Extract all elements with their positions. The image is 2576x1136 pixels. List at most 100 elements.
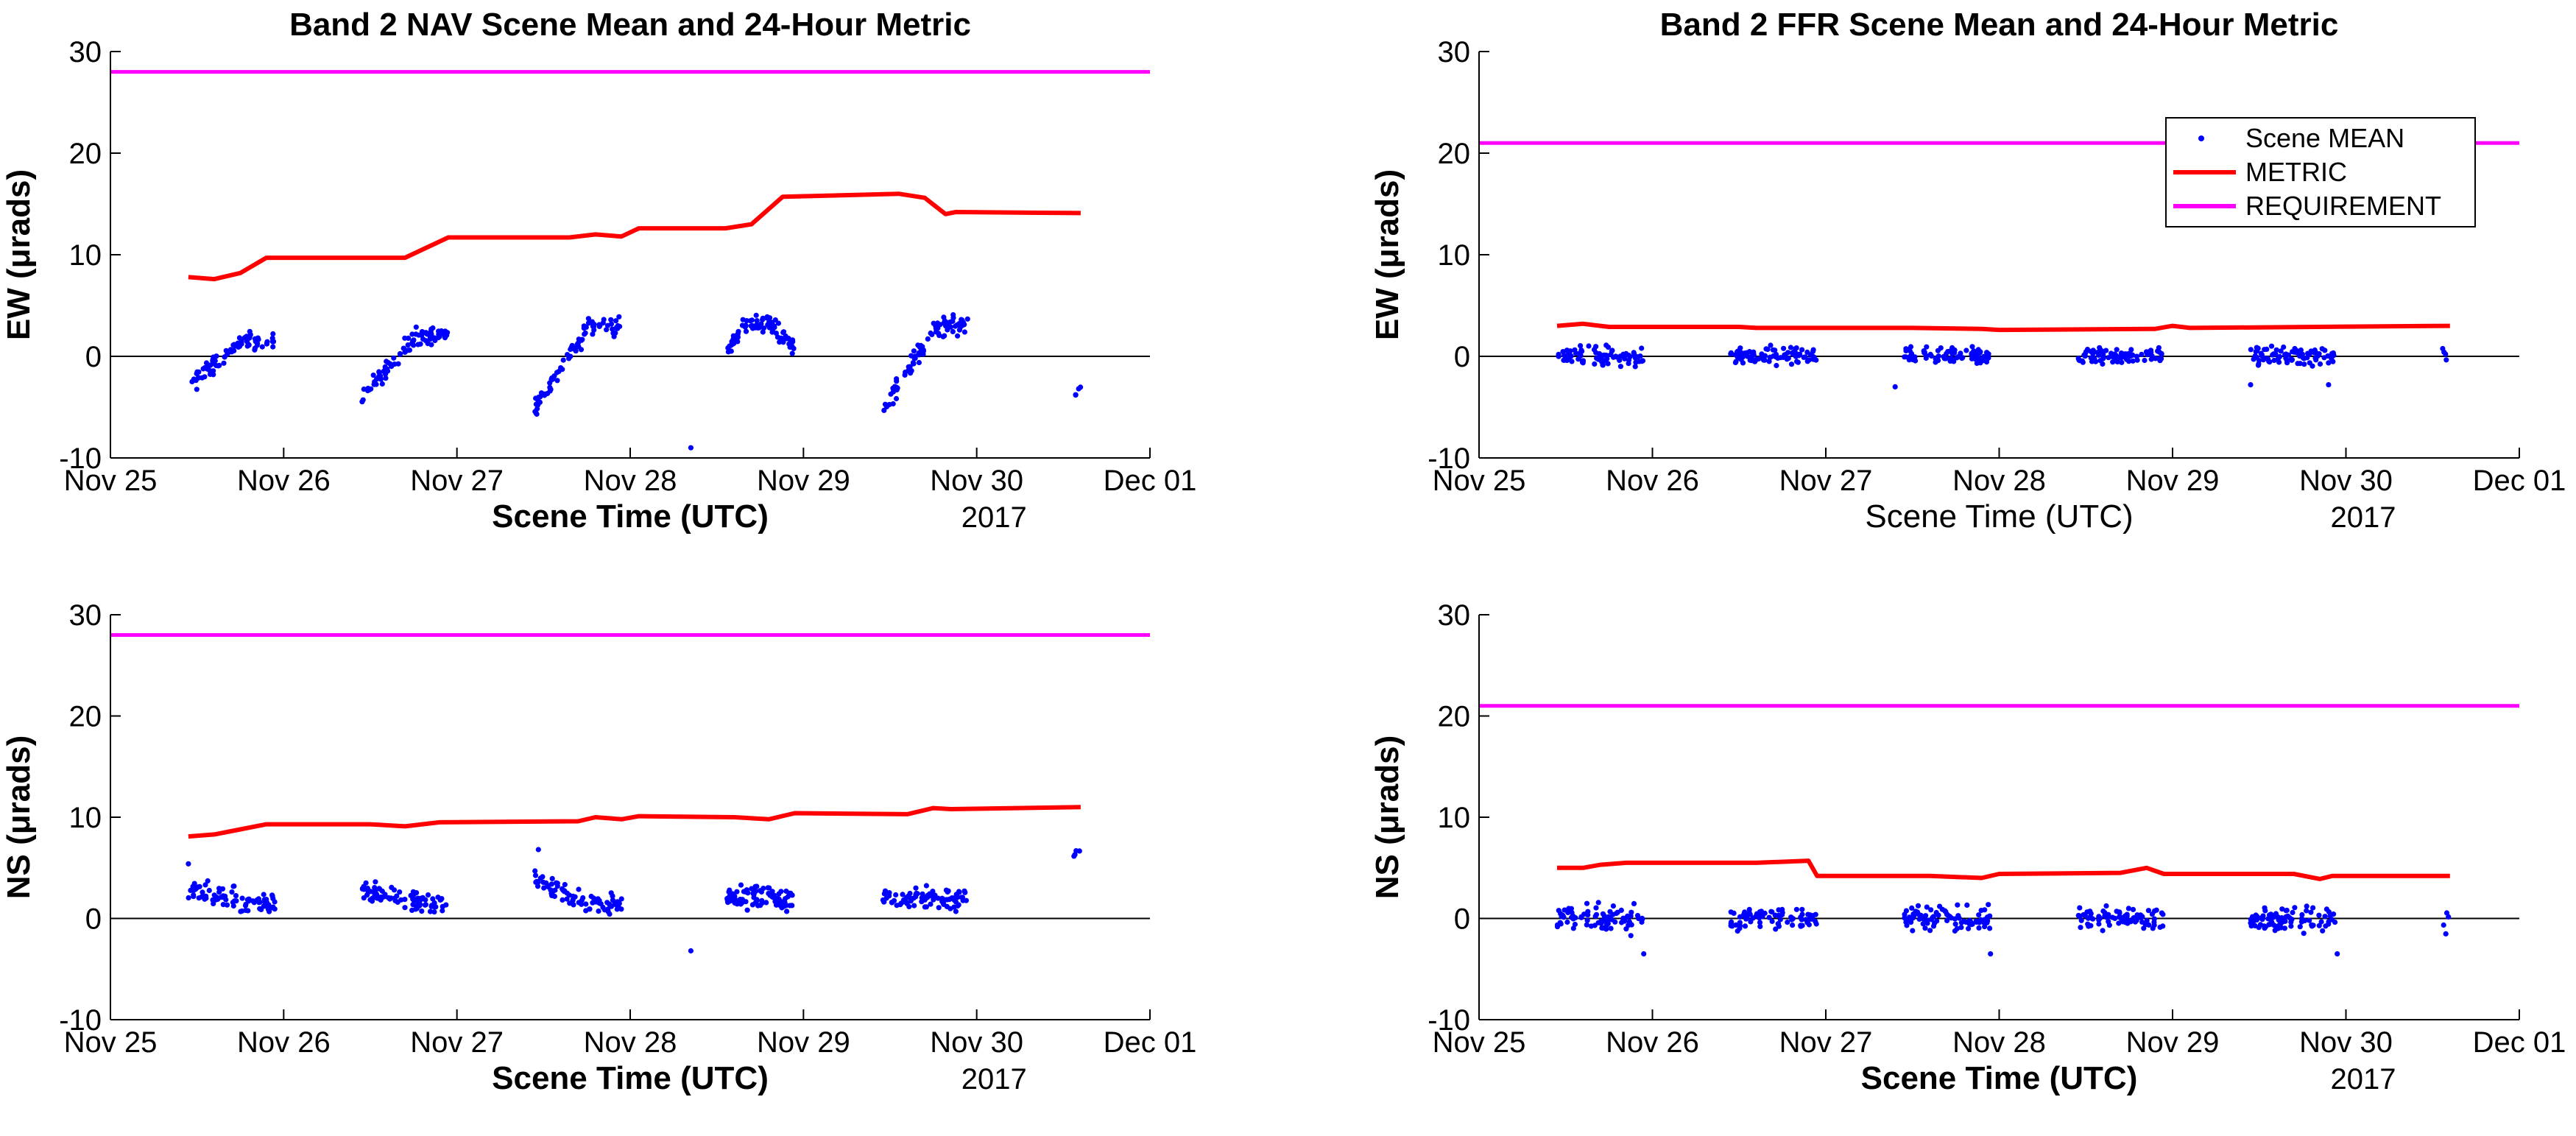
scene-mean-point	[2113, 353, 2119, 359]
scene-mean-point	[1609, 917, 1615, 922]
y-tick-label: 20	[69, 701, 102, 733]
scene-mean-point	[1769, 918, 1775, 925]
scene-mean-point	[1757, 909, 1762, 915]
scene-mean-point	[258, 906, 264, 912]
scene-mean-point	[560, 897, 565, 903]
scene-mean-point	[783, 888, 789, 895]
scene-mean-point	[1785, 350, 1791, 356]
scene-mean-point	[1566, 906, 1572, 911]
scene-mean-point	[953, 893, 959, 899]
x-tick-label: Nov 29	[757, 1026, 850, 1059]
scene-mean-point	[891, 897, 897, 903]
x-tick-label: Nov 28	[1952, 1026, 2046, 1059]
scene-mean-point	[212, 897, 218, 903]
scene-mean-point	[191, 376, 197, 382]
scene-mean-point	[1595, 356, 1601, 362]
scene-mean-point	[1977, 920, 1983, 925]
scene-mean-point	[406, 347, 413, 353]
scene-mean-point	[2316, 922, 2322, 928]
scene-mean-point	[387, 896, 393, 902]
scene-mean-point	[1610, 354, 1617, 360]
x-tick-label: Dec 01	[1104, 465, 1197, 497]
scene-mean-point	[784, 909, 790, 914]
x-tick-label: Nov 26	[1606, 465, 1699, 497]
scene-mean-point	[2326, 909, 2332, 915]
scene-mean-point	[2301, 361, 2307, 367]
scene-mean-point	[1640, 358, 1646, 364]
scene-mean-point	[942, 318, 948, 324]
scene-mean-point	[2144, 349, 2150, 355]
scene-mean-point	[1595, 900, 1601, 906]
scene-mean-point	[1788, 361, 1795, 367]
scene-mean-point	[922, 897, 928, 903]
scene-mean-point	[2159, 910, 2164, 916]
scene-mean-point	[958, 324, 964, 330]
y-tick-label: 10	[1438, 239, 1471, 272]
scene-mean-point	[1584, 922, 1589, 928]
scene-mean-point	[730, 891, 735, 897]
scene-mean-point	[384, 359, 389, 364]
scene-mean-point	[944, 903, 950, 909]
scene-mean-point	[1923, 913, 1929, 919]
scene-mean-point	[587, 906, 593, 912]
scene-mean-point	[2278, 348, 2284, 354]
scene-mean-point	[2317, 361, 2323, 367]
scene-mean-point	[1975, 355, 1981, 361]
scene-mean-point	[534, 411, 540, 417]
scene-mean-point	[2108, 350, 2114, 356]
x-tick-label: Nov 26	[237, 465, 331, 497]
scene-mean-point	[1793, 359, 1800, 364]
scene-mean-point	[202, 374, 208, 380]
scene-mean-point	[1903, 346, 1909, 352]
scene-mean-point	[747, 318, 753, 324]
scene-mean-point	[2100, 928, 2106, 934]
scene-mean-point	[2145, 908, 2151, 914]
scene-mean-point	[2130, 358, 2136, 364]
metric-line	[1556, 321, 2450, 333]
x-tick-label: Nov 30	[930, 465, 1023, 497]
scene-mean-point	[1628, 933, 1634, 939]
scene-mean-series	[1554, 900, 2452, 957]
x-tick-label: Dec 01	[1104, 1026, 1197, 1059]
scene-mean-point	[1631, 351, 1637, 357]
scene-mean-point	[1575, 356, 1581, 362]
scene-mean-point	[964, 316, 970, 322]
scene-mean-point	[2278, 925, 2284, 931]
x-tick-label: Nov 30	[2299, 465, 2393, 497]
scene-mean-point	[892, 384, 897, 389]
scene-mean-point	[1570, 925, 1576, 931]
scene-mean-point	[753, 312, 759, 318]
scene-mean-point	[1591, 347, 1598, 353]
scene-mean-point	[2130, 906, 2136, 912]
scene-mean-point	[907, 895, 913, 900]
scene-mean-point	[942, 333, 948, 339]
scene-mean-point	[775, 320, 781, 326]
scene-mean-point	[1610, 903, 1616, 909]
scene-mean-point	[245, 908, 251, 914]
scene-mean-point	[2310, 905, 2316, 911]
scene-mean-point	[211, 372, 216, 378]
scene-mean-point	[780, 339, 786, 345]
scene-mean-point	[1562, 353, 1568, 359]
scene-mean-point	[576, 336, 582, 342]
scene-mean-point	[2270, 914, 2276, 920]
scene-mean-point	[2088, 911, 2094, 917]
scene-mean-point	[423, 330, 429, 336]
scene-mean-point	[1963, 919, 1969, 925]
scene-mean-point	[1578, 343, 1584, 349]
scene-mean-point	[1768, 342, 1774, 348]
scene-mean-point	[929, 331, 935, 337]
scene-mean-point	[1076, 386, 1081, 392]
scene-mean-point	[1984, 350, 1990, 356]
scene-mean-point	[769, 891, 774, 897]
scene-mean-point	[2295, 361, 2301, 367]
scene-mean-point	[613, 318, 619, 324]
scene-mean-point	[2281, 344, 2287, 350]
y-axis-label: NS (μrads)	[1, 735, 37, 900]
scene-mean-point	[205, 364, 211, 370]
scene-mean-point	[1617, 364, 1623, 370]
scene-mean-point	[370, 373, 376, 378]
scene-mean-point	[781, 903, 787, 909]
scene-mean-point	[534, 406, 540, 412]
scene-mean-point	[731, 340, 737, 346]
